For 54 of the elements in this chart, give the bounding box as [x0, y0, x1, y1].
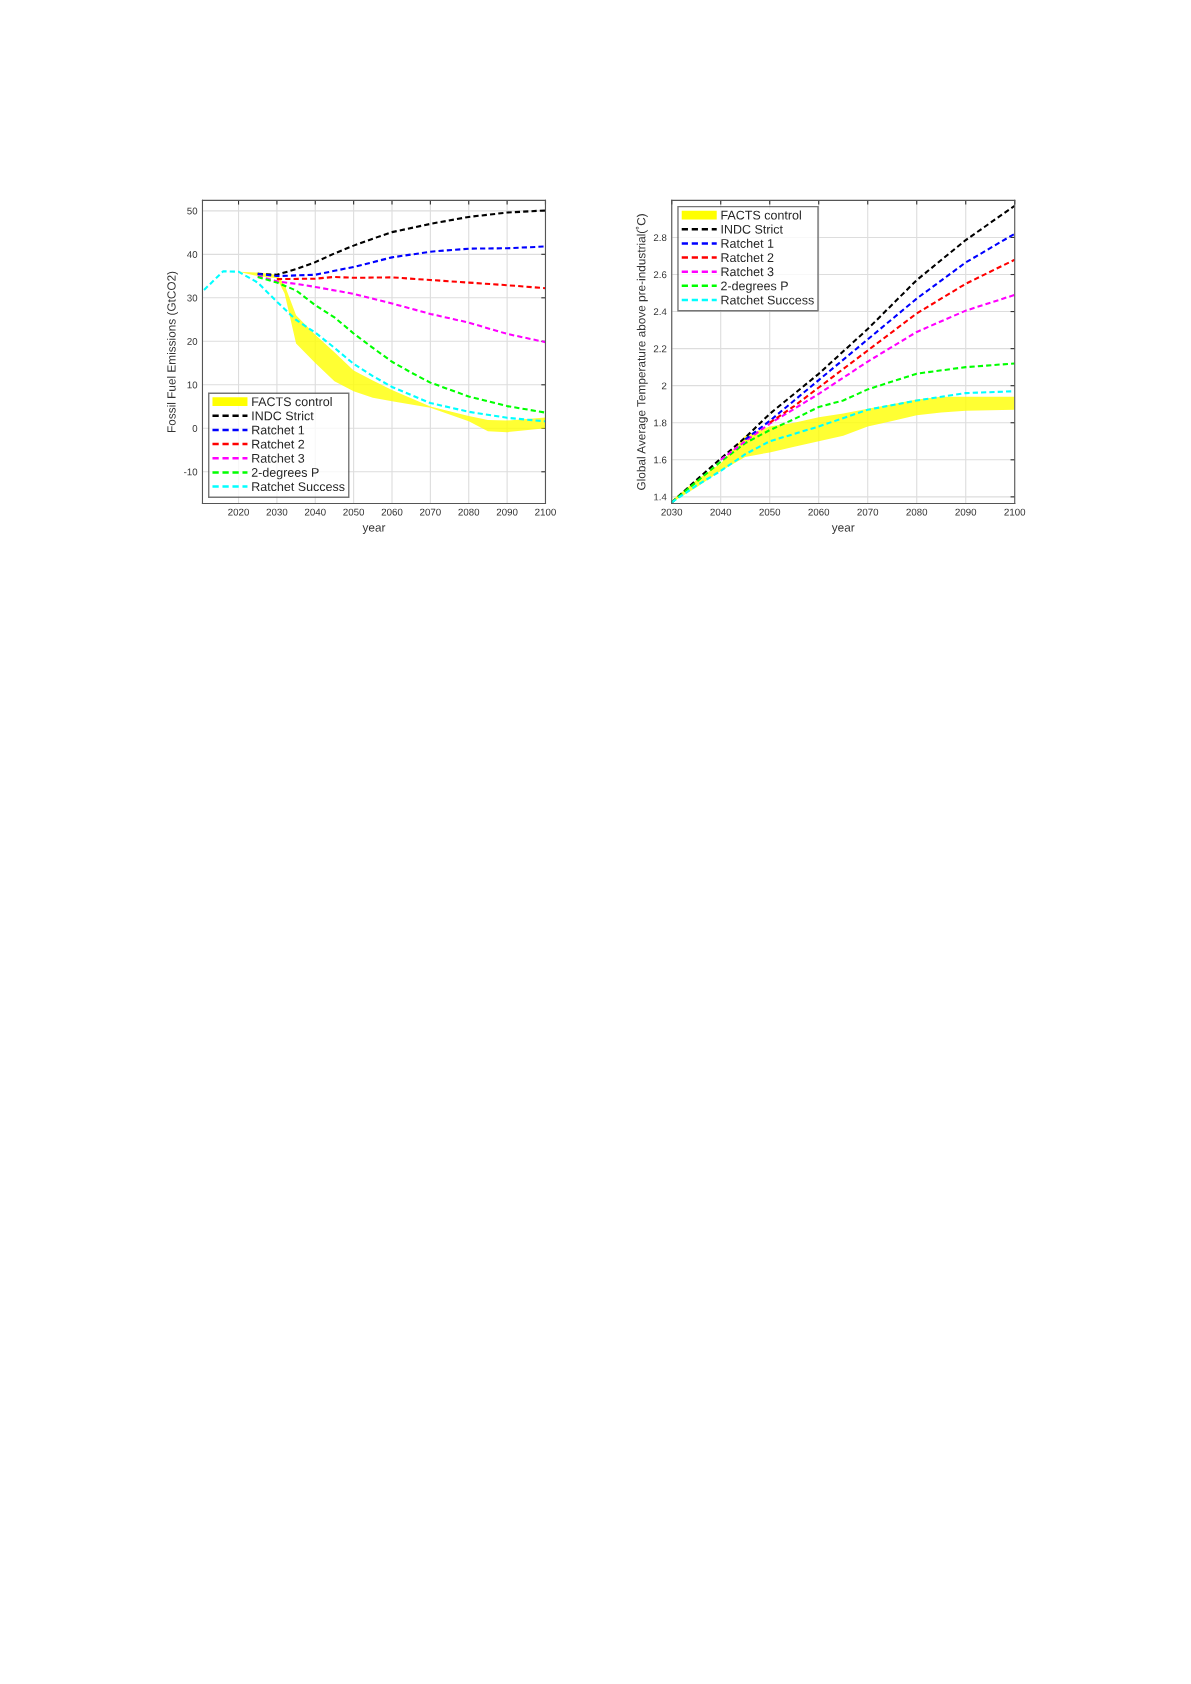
x-tick-label: 2080 — [458, 508, 480, 516]
y-tick-label: 40 — [187, 251, 198, 258]
y-tick-label: 0 — [192, 425, 198, 432]
legend-label: 2-degrees P — [721, 281, 788, 293]
line-series — [256, 275, 546, 344]
x-tick-label: 2100 — [535, 508, 556, 516]
y-tick-label: 2 — [661, 382, 667, 390]
legend-label: INDC Strict — [252, 411, 314, 421]
legend-label: Ratchet 3 — [721, 267, 774, 277]
y-tick-label: 2.4 — [653, 308, 667, 316]
x-tick-label: 2050 — [343, 508, 365, 516]
y-tick-label: 10 — [187, 381, 198, 389]
y-tick-label: 2.8 — [653, 234, 667, 242]
x-tick-label: 2070 — [420, 508, 441, 516]
y-tick-label: 2.6 — [653, 271, 667, 279]
line-series — [256, 245, 546, 278]
legend-label: Ratchet 1 — [252, 425, 305, 435]
legend-label: Ratchet 2 — [721, 252, 774, 263]
legend-label: FACTS control — [721, 210, 801, 220]
y-axis-title: Fossil Fuel Emissions (GtCO2) — [167, 271, 178, 432]
line-series — [719, 293, 1015, 461]
legend-label: 2-degrees P — [251, 467, 319, 480]
x-tick-label: 2080 — [906, 508, 928, 516]
x-axis-title: year — [831, 525, 855, 534]
x-tick-label: 2060 — [381, 508, 403, 516]
y-tick-label: 50 — [187, 207, 198, 215]
y-axis-title: Global Average Temperature above pre-industrial(˚C) — [635, 214, 648, 490]
x-tick-label: 2060 — [808, 508, 830, 516]
legend-label: Ratchet 2 — [252, 439, 305, 449]
y-tick-label: -10 — [183, 468, 198, 476]
x-tick-label: 2040 — [710, 508, 732, 516]
x-tick-label: 2020 — [228, 508, 249, 516]
x-tick-label: 2100 — [1004, 508, 1026, 516]
y-tick-label: 20 — [187, 338, 198, 345]
legend-label: INDC Strict — [721, 224, 783, 234]
y-tick-label: 1.4 — [654, 493, 667, 501]
legend-label: Ratchet Success — [721, 295, 814, 305]
y-tick-label: 1.8 — [654, 419, 667, 427]
x-tick-label: 2090 — [496, 508, 518, 516]
x-tick-label: 2030 — [661, 508, 683, 516]
legend-label: FACTS control — [252, 396, 332, 407]
x-tick-label: 2050 — [759, 508, 781, 516]
y-tick-label: 30 — [187, 294, 198, 302]
y-tick-label: 1.6 — [654, 456, 667, 464]
x-tick-label: 2040 — [304, 508, 326, 516]
x-axis-title: year — [362, 525, 386, 534]
y-tick-label: 2.2 — [653, 345, 667, 353]
legend-label: Ratchet Success — [252, 481, 345, 492]
line-series — [275, 275, 546, 290]
legend-label: Ratchet 1 — [721, 238, 774, 248]
legend-label: Ratchet 3 — [252, 453, 305, 463]
x-tick-label: 2090 — [955, 508, 977, 516]
x-tick-label: 2070 — [857, 508, 879, 516]
x-tick-label: 2030 — [266, 508, 288, 516]
